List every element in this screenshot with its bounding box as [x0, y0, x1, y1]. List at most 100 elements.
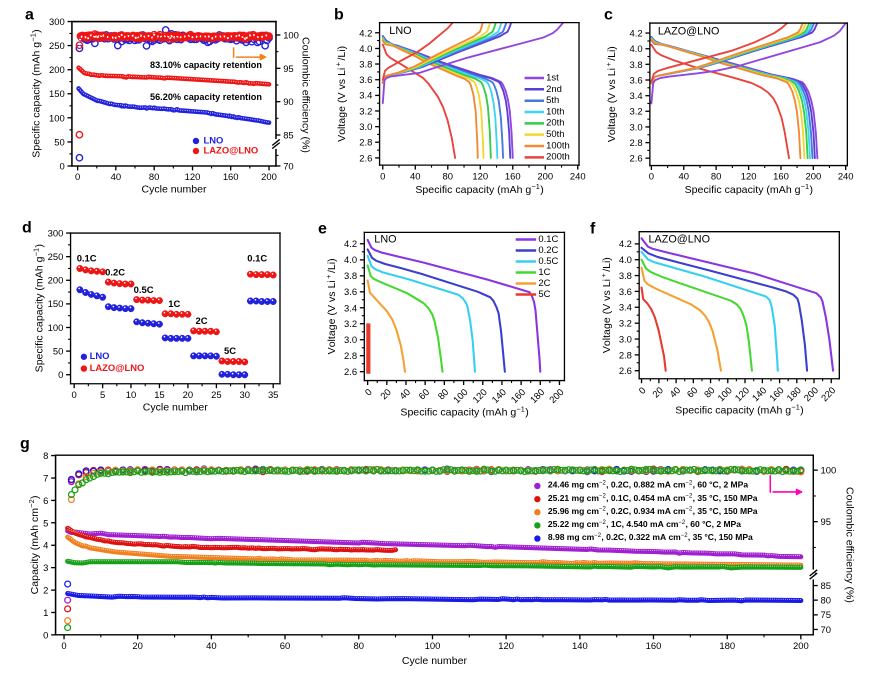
svg-text:2.6: 2.6	[344, 367, 357, 378]
svg-text:80: 80	[354, 641, 365, 652]
svg-text:80: 80	[821, 596, 832, 607]
svg-text:250: 250	[49, 41, 65, 52]
svg-text:Voltage(VvsLi/Li)+: Voltage(VvsLi/Li)+	[604, 46, 618, 142]
svg-text:160: 160	[223, 172, 239, 183]
svg-text:70: 70	[283, 161, 294, 172]
svg-text:Coulombic efficiency (%): Coulombic efficiency (%)	[843, 487, 855, 603]
svg-text:200: 200	[793, 641, 809, 652]
svg-text:LNO: LNO	[374, 234, 396, 246]
svg-text:83.10% capacity retention: 83.10% capacity retention	[150, 60, 262, 70]
svg-text:b: b	[334, 7, 344, 24]
svg-text:80: 80	[711, 172, 722, 183]
svg-text:7: 7	[43, 473, 48, 484]
svg-text:0: 0	[363, 387, 374, 398]
svg-text:200: 200	[537, 171, 553, 182]
svg-text:240: 240	[838, 172, 854, 183]
svg-text:50: 50	[53, 347, 64, 358]
svg-text:10th: 10th	[546, 106, 564, 117]
svg-text:Voltage(VvsLi/Li)+: Voltage(VvsLi/Li)+	[334, 46, 348, 142]
svg-text:300: 300	[49, 17, 65, 28]
svg-text:3.6: 3.6	[359, 75, 372, 86]
svg-text:250: 250	[48, 252, 64, 263]
svg-text:2.6: 2.6	[359, 153, 372, 164]
svg-text:20: 20	[183, 390, 194, 401]
svg-text:Voltage(VvsLi/Li)+: Voltage(VvsLi/Li)+	[324, 258, 338, 354]
svg-text:100: 100	[49, 113, 65, 124]
svg-text:3.0: 3.0	[619, 334, 632, 345]
svg-text:50th: 50th	[546, 129, 564, 140]
svg-text:150: 150	[49, 89, 65, 100]
svg-text:6: 6	[43, 496, 48, 507]
svg-text:140: 140	[572, 641, 588, 652]
svg-text:0: 0	[61, 641, 66, 652]
svg-text:c: c	[604, 7, 613, 24]
svg-text:LNO: LNO	[389, 25, 411, 37]
svg-text:3.8: 3.8	[344, 271, 357, 282]
svg-text:0: 0	[59, 161, 64, 172]
svg-text:2.8: 2.8	[344, 351, 357, 362]
svg-text:95: 95	[821, 517, 832, 528]
svg-text:3.8: 3.8	[619, 271, 632, 282]
svg-text:0.5C: 0.5C	[538, 256, 558, 267]
svg-text:0.1C: 0.1C	[77, 253, 97, 264]
svg-text:3.0: 3.0	[359, 122, 372, 133]
svg-text:10: 10	[126, 390, 136, 401]
svg-text:3.0: 3.0	[630, 122, 643, 133]
svg-text:3.0: 3.0	[344, 335, 357, 346]
svg-text:5th: 5th	[546, 95, 559, 106]
svg-text:Cycle number: Cycle number	[143, 401, 209, 413]
svg-text:3.6: 3.6	[344, 287, 357, 298]
svg-text:3.4: 3.4	[619, 303, 632, 314]
svg-text:160: 160	[505, 171, 521, 182]
svg-text:LAZO@LNO: LAZO@LNO	[648, 234, 710, 246]
svg-text:g: g	[20, 435, 30, 452]
svg-text:LAZO@LNO: LAZO@LNO	[658, 25, 720, 37]
svg-text:3.6: 3.6	[630, 75, 643, 86]
svg-text:3.2: 3.2	[344, 319, 357, 330]
svg-text:35: 35	[268, 390, 279, 401]
svg-text:40: 40	[206, 641, 217, 652]
svg-text:LAZO@LNO: LAZO@LNO	[203, 145, 258, 156]
svg-text:70: 70	[821, 625, 832, 636]
svg-text:5C: 5C	[224, 346, 236, 357]
svg-text:2nd: 2nd	[546, 84, 562, 95]
svg-text:Cycle number: Cycle number	[141, 184, 207, 196]
svg-text:30: 30	[239, 390, 250, 401]
svg-text:3.6: 3.6	[619, 287, 632, 298]
svg-text:0.2C: 0.2C	[105, 268, 125, 279]
svg-text:100: 100	[48, 323, 64, 334]
svg-text:3.4: 3.4	[344, 303, 357, 314]
svg-text:LNO: LNO	[90, 351, 110, 362]
svg-text:75: 75	[821, 610, 832, 621]
svg-text:f: f	[590, 221, 596, 238]
svg-text:160: 160	[646, 641, 662, 652]
svg-text:85: 85	[821, 581, 832, 592]
svg-text:d: d	[22, 220, 32, 237]
svg-text:200: 200	[261, 172, 277, 183]
svg-text:0: 0	[58, 370, 63, 381]
svg-text:3.2: 3.2	[619, 319, 632, 330]
svg-text:90: 90	[283, 97, 294, 108]
svg-text:1C: 1C	[168, 299, 180, 310]
svg-text:2: 2	[43, 585, 48, 596]
svg-text:120: 120	[741, 172, 757, 183]
svg-text:LAZO@LNO: LAZO@LNO	[90, 363, 145, 374]
svg-text:180: 180	[719, 641, 735, 652]
svg-text:3.2: 3.2	[630, 107, 643, 118]
svg-text:5: 5	[100, 390, 105, 401]
svg-text:4.2: 4.2	[344, 239, 357, 250]
svg-text:4.2: 4.2	[359, 28, 372, 39]
svg-text:0: 0	[637, 385, 648, 396]
svg-text:Capacity(mAhcm)−2: Capacity(mAhcm)−2	[27, 495, 41, 594]
svg-text:5: 5	[43, 518, 48, 529]
svg-text:40: 40	[410, 171, 421, 182]
svg-text:3.8: 3.8	[630, 60, 643, 71]
svg-text:8: 8	[43, 451, 48, 462]
svg-text:100: 100	[821, 466, 837, 477]
svg-text:Specificcapacity(mAhg)−1: Specificcapacity(mAhg)−1	[415, 182, 543, 196]
svg-text:4.2: 4.2	[630, 29, 643, 40]
svg-text:100th: 100th	[546, 140, 570, 151]
